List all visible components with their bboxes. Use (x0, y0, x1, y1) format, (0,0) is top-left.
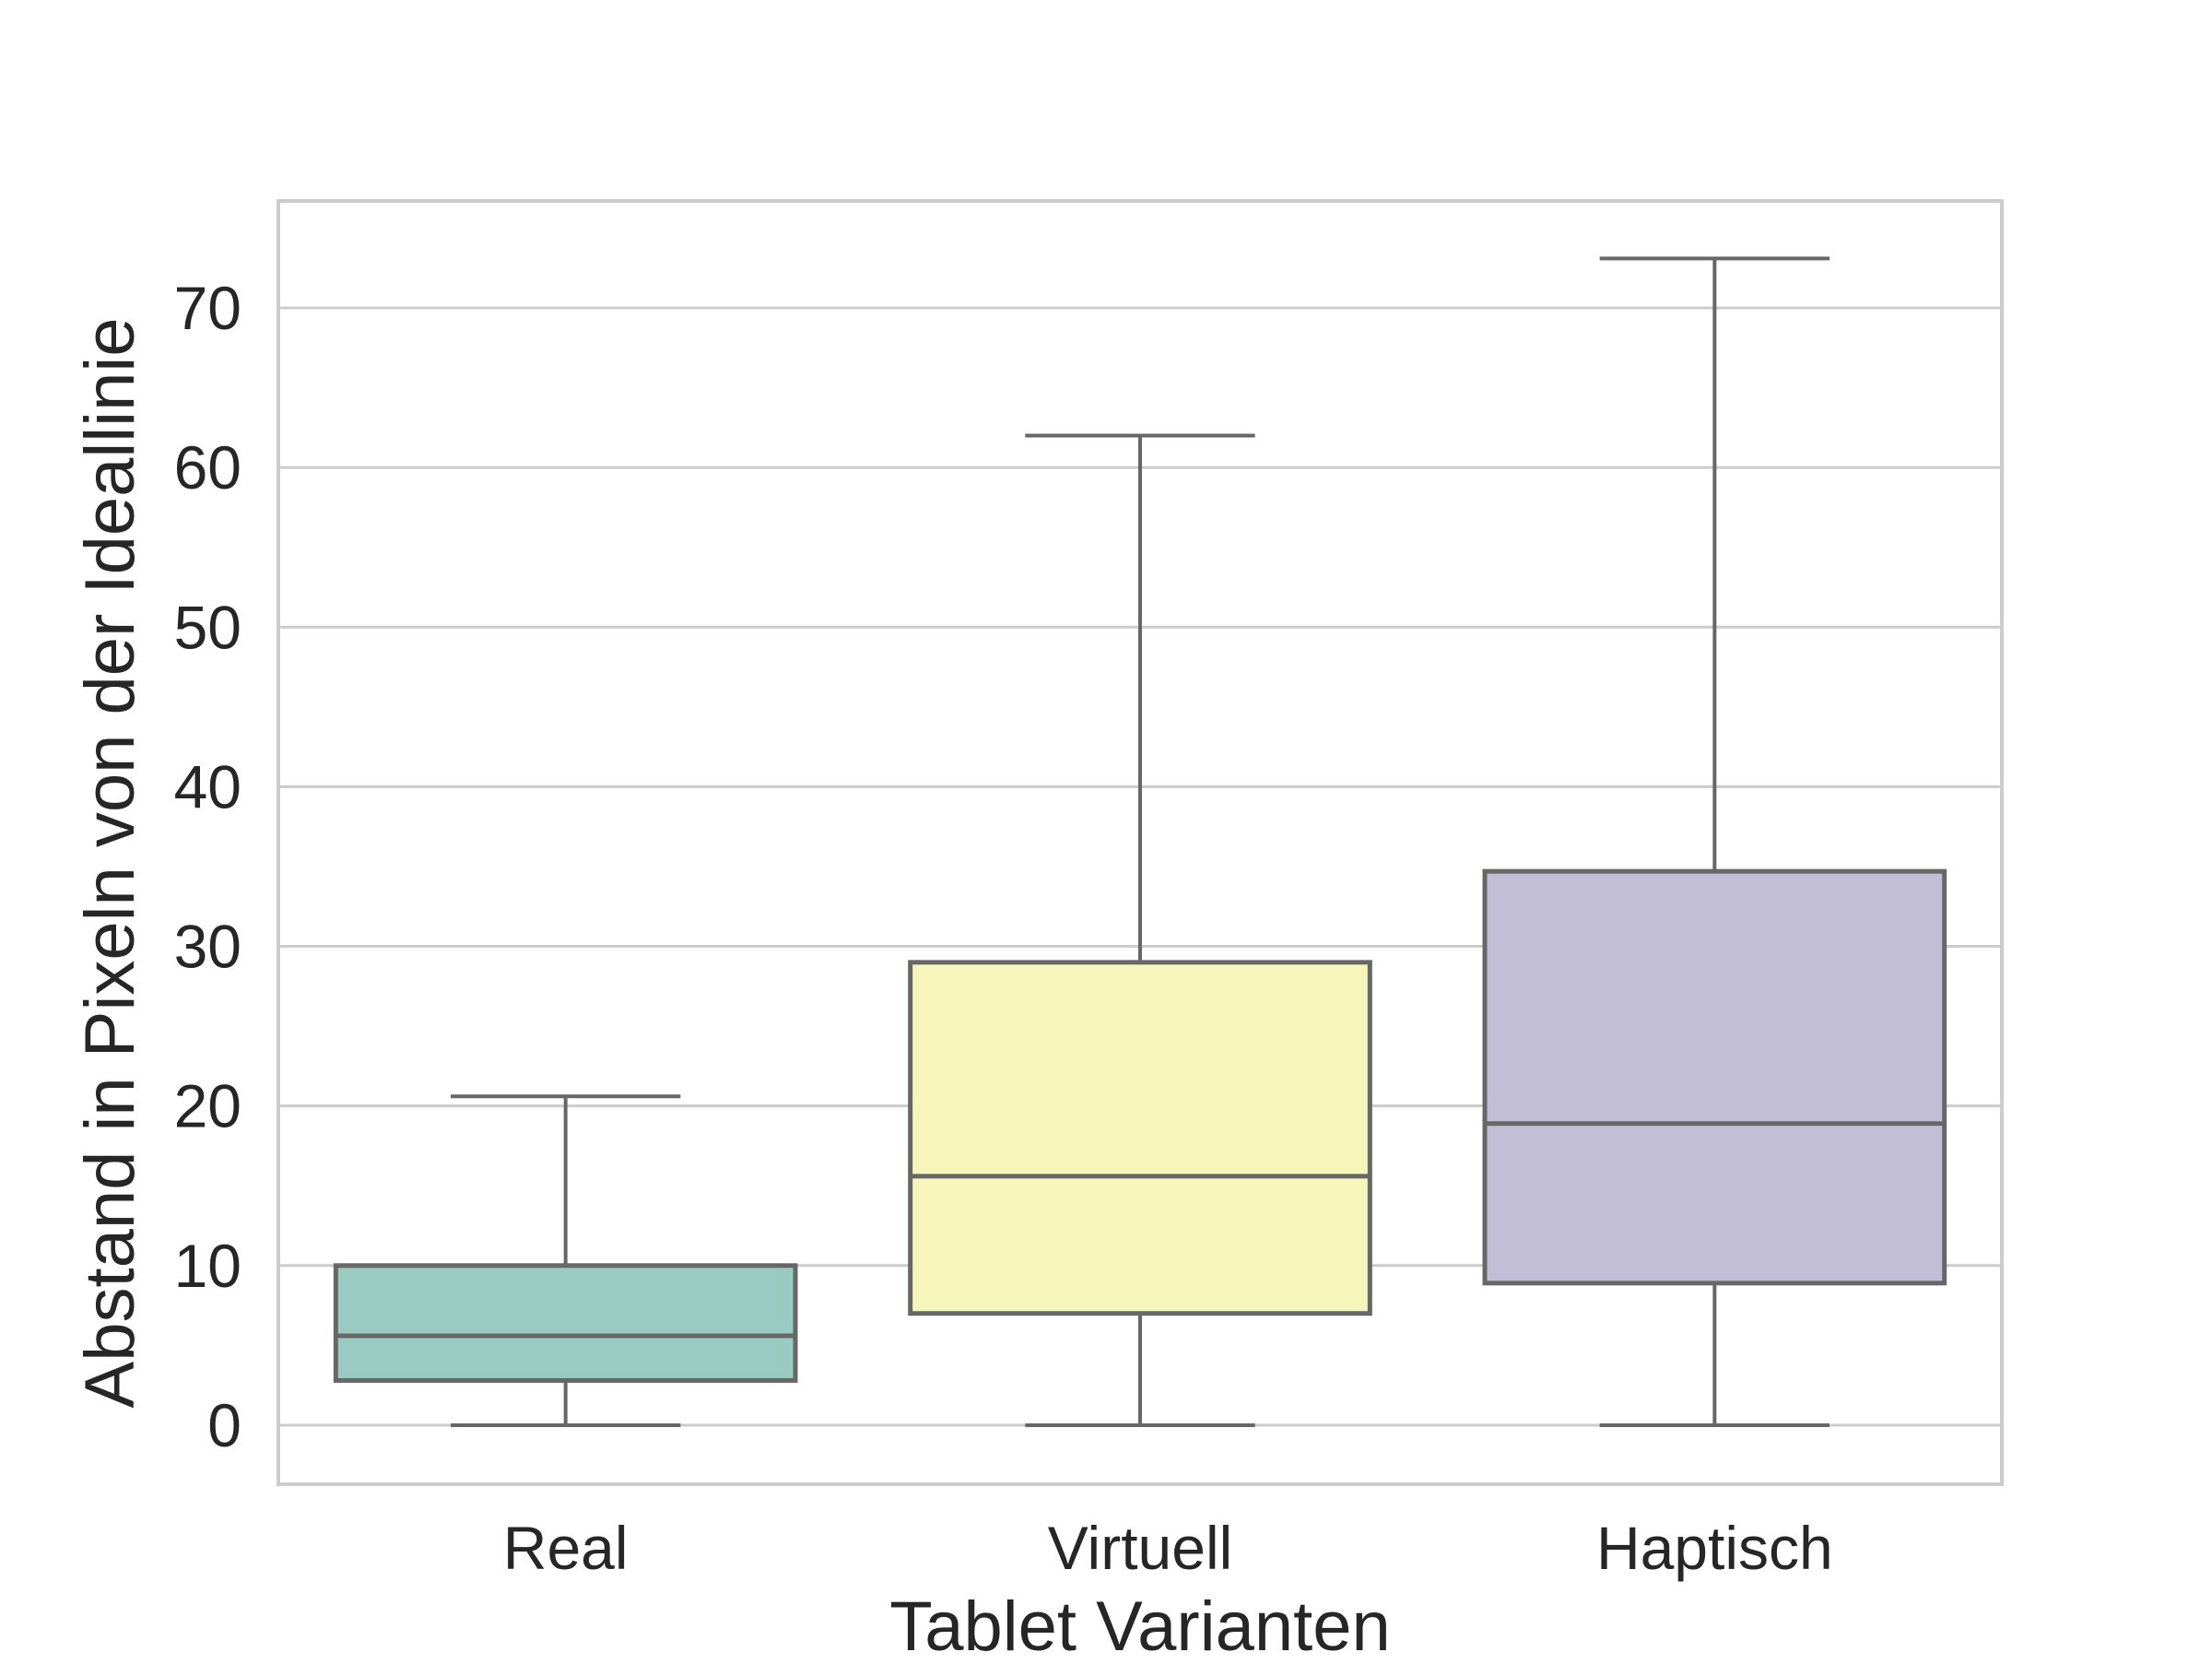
x-tick-label: Virtuell (1048, 1514, 1233, 1582)
iqr-box (333, 1263, 798, 1383)
y-tick-label: 20 (174, 1072, 241, 1140)
box-haptisch (1482, 256, 1947, 1427)
y-tick-label: 70 (174, 274, 241, 342)
y-tick-label: 60 (174, 433, 241, 502)
boxes (333, 256, 1947, 1427)
y-tick-labels: 0 10 20 30 40 50 60 70 (174, 274, 241, 1459)
plot-frame (276, 199, 2004, 1486)
box-virtuell (908, 433, 1372, 1427)
x-tick-labels: Real Virtuell Haptisch (503, 1514, 1833, 1582)
y-tick-label: 30 (174, 913, 241, 981)
iqr-box (1482, 868, 1947, 1286)
y-tick-label: 40 (174, 752, 241, 820)
x-tick-label: Haptisch (1596, 1514, 1833, 1582)
y-axis-title: Abstand in Pixeln von der Ideallinie (71, 318, 149, 1409)
y-tick-label: 0 (207, 1391, 241, 1459)
y-tick-label: 10 (174, 1232, 241, 1300)
x-axis-title: Tablet Varianten (889, 1587, 1391, 1659)
x-tick-label: Real (503, 1514, 629, 1582)
y-tick-label: 50 (174, 593, 241, 661)
box-real (333, 1094, 798, 1427)
iqr-box (908, 960, 1372, 1316)
